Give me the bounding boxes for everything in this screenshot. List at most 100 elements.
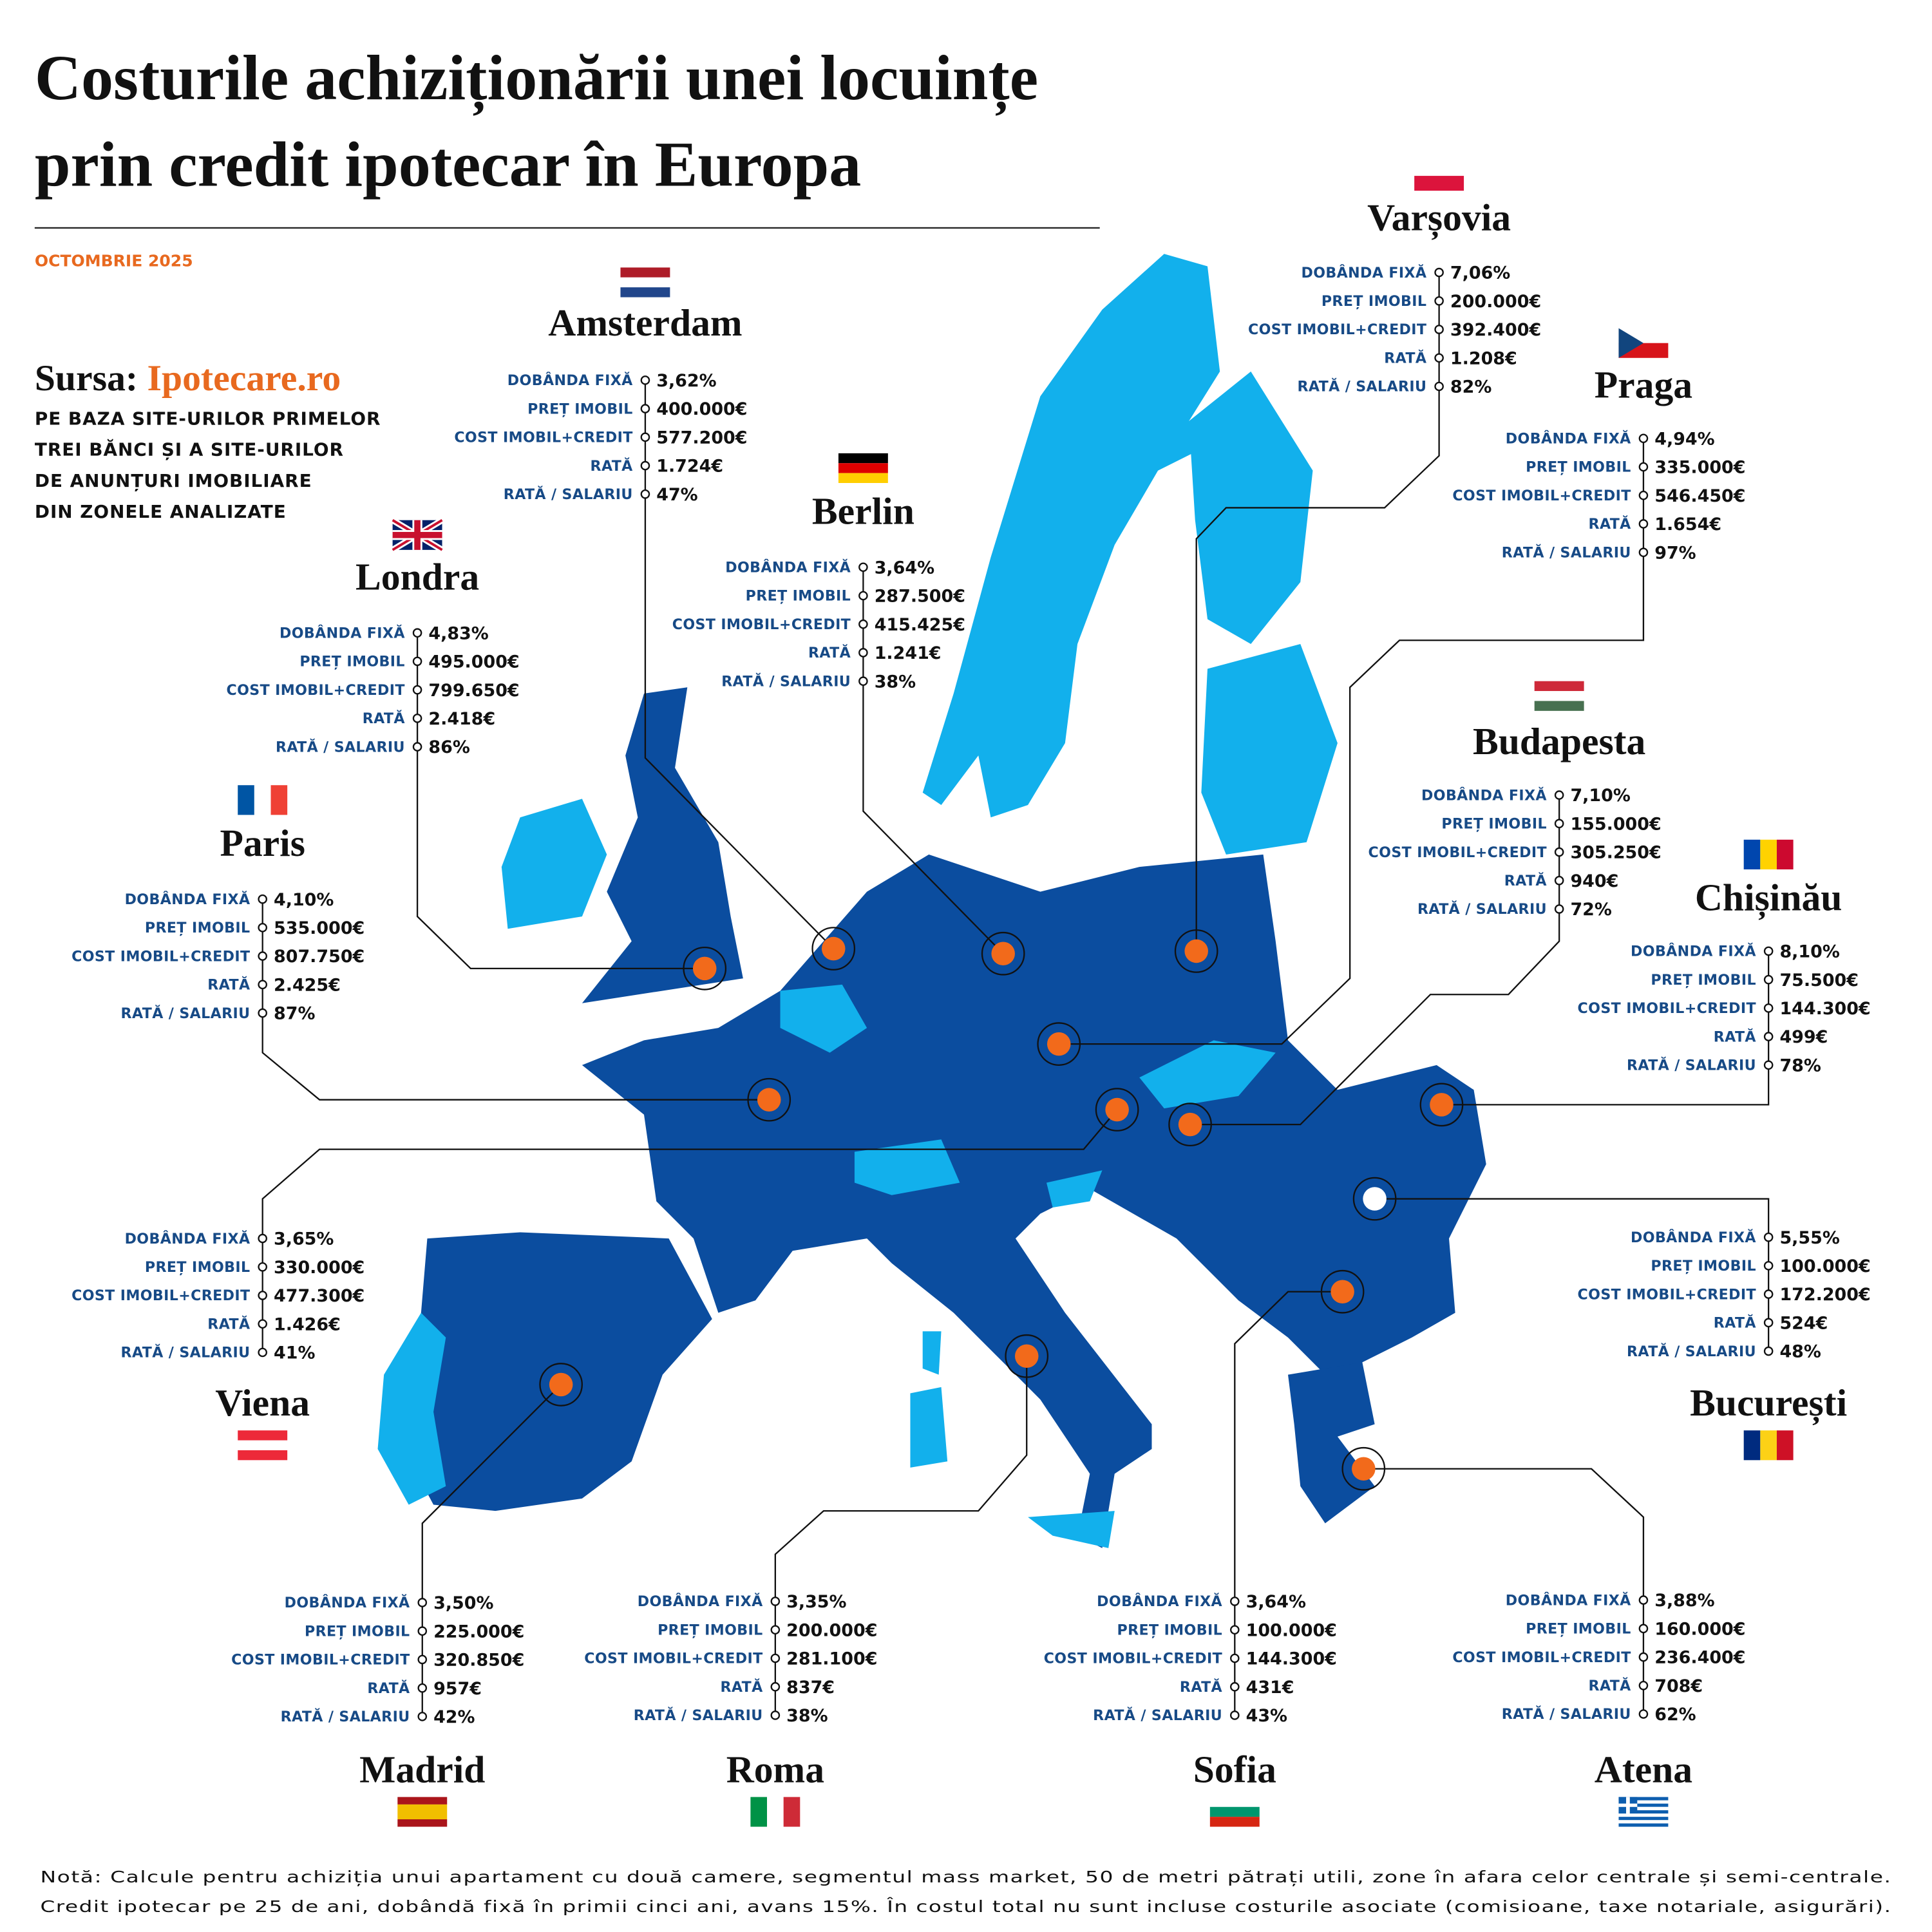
flag-stripe	[1776, 839, 1794, 869]
stat-dot	[258, 1262, 268, 1272]
leader-line	[421, 1384, 562, 1603]
stat-label: PREȚ IMOBIL	[1651, 972, 1756, 989]
leader-line	[416, 748, 705, 969]
city-marker	[1105, 1097, 1129, 1122]
city-marker	[821, 936, 846, 961]
stat-value: 144.300€	[1779, 999, 1870, 1019]
city-block: DOBÂNDA FIXĂ 3,35% PREȚ IMOBIL 200.000€ COST…	[584, 1334, 1049, 1827]
stat-label: RATĂ / SALARIU	[634, 1706, 763, 1724]
stat-dot	[1763, 946, 1774, 956]
flag-stripe	[1618, 1803, 1669, 1807]
stat-value: 957€	[433, 1679, 482, 1699]
stat-dot	[1763, 1003, 1774, 1013]
stat-label: DOBÂNDA FIXĂ	[125, 890, 251, 908]
stat-dot	[1554, 847, 1564, 857]
flag-stripe	[1414, 176, 1464, 191]
flag-stripe	[1743, 1430, 1761, 1461]
stat-label: COST IMOBIL+CREDIT	[226, 682, 404, 699]
sicily	[1028, 1511, 1115, 1548]
flag-stripe	[1760, 839, 1777, 869]
stat-dot	[640, 432, 650, 442]
stat-dot	[1554, 790, 1564, 800]
stat-value: 236.400€	[1654, 1648, 1745, 1668]
marker-ring	[747, 1077, 791, 1122]
stat-value: 7,10%	[1570, 786, 1630, 806]
stat-dot	[1229, 1653, 1240, 1663]
stat-dot	[258, 923, 268, 933]
city-name: Chișinău	[1695, 876, 1842, 920]
source-note-line: TREI BĂNCI ȘI A SITE-URILOR	[35, 439, 344, 460]
flag-stripe	[838, 473, 888, 483]
stat-value: 38%	[786, 1706, 828, 1726]
stat-dot	[258, 1233, 268, 1244]
stat-value: 97%	[1654, 543, 1696, 563]
flag-stripe	[238, 785, 254, 815]
stat-dot	[770, 1596, 781, 1606]
flag-stripe	[750, 1797, 768, 1827]
stat-value: 8,10%	[1779, 942, 1839, 962]
stat-dot	[1638, 1709, 1649, 1719]
marker-ring	[1095, 1088, 1139, 1132]
stat-value: 3,62%	[656, 371, 716, 391]
flag-stripe	[783, 1797, 800, 1827]
stat-value: 330.000€	[274, 1258, 365, 1278]
stat-value: 535.000€	[274, 918, 365, 938]
stat-value: 477.300€	[274, 1286, 365, 1306]
iberia	[384, 1232, 712, 1511]
stat-dot	[258, 1008, 268, 1018]
stat-dot	[1638, 490, 1649, 500]
city-name: Roma	[726, 1748, 824, 1790]
stat-label: PREȚ IMOBIL	[299, 654, 405, 670]
flag	[1618, 328, 1669, 358]
marker-ring	[539, 1363, 583, 1406]
city-marker	[1352, 1457, 1376, 1481]
stat-value: 799.650€	[428, 681, 519, 701]
stat-label: COST IMOBIL+CREDIT	[1452, 488, 1631, 504]
stat-dot	[1434, 353, 1444, 363]
europe-map	[377, 254, 1486, 1548]
city-marker	[1184, 939, 1208, 963]
city-name: București	[1690, 1381, 1847, 1426]
stat-dot	[640, 375, 650, 385]
stat-value: 3,65%	[274, 1229, 334, 1249]
marker-ring	[1419, 1083, 1464, 1127]
stat-dot	[1638, 547, 1649, 557]
city-block: DOBÂNDA FIXĂ 4,83% PREȚ IMOBIL 495.000€ COST…	[226, 517, 727, 990]
leader-line	[862, 681, 1004, 954]
stat-label: DOBÂNDA FIXĂ	[1631, 1228, 1756, 1246]
stat-dot	[1763, 1261, 1774, 1271]
stat-label: COST IMOBIL+CREDIT	[1452, 1649, 1631, 1666]
stat-value: 1.426€	[274, 1314, 341, 1334]
stat-label: RATĂ	[1589, 515, 1631, 533]
stat-value: 3,64%	[875, 558, 934, 578]
stat-value: 495.000€	[428, 652, 519, 672]
stat-dot	[258, 1347, 268, 1358]
flag-triangle	[1618, 328, 1643, 358]
stat-dot	[1554, 819, 1564, 829]
flag-stripe	[254, 785, 271, 815]
city-name: Paris	[220, 822, 305, 864]
stat-value: 546.450€	[1654, 486, 1745, 506]
stat-value: 2.418€	[428, 709, 495, 729]
stat-label: RATĂ / SALARIU	[1093, 1706, 1222, 1724]
city-block: DOBÂNDA FIXĂ 7,06% PREȚ IMOBIL 200.000€ COST…	[1174, 161, 1541, 973]
source-label-text: Sursa:	[35, 358, 138, 399]
leader-line	[1059, 552, 1645, 1045]
stat-label: RATĂ	[1384, 348, 1426, 366]
stat-dot	[640, 460, 650, 471]
marker-ring	[1168, 1103, 1212, 1146]
stat-label: RATĂ / SALARIU	[1502, 1705, 1631, 1723]
marker-ring	[981, 931, 1025, 976]
stat-label: PREȚ IMOBIL	[527, 401, 633, 417]
stat-value: 807.750€	[274, 947, 365, 967]
source-name: Ipotecare.ro	[147, 358, 341, 399]
stat-value: 200.000€	[786, 1620, 877, 1640]
flag	[1414, 161, 1464, 191]
stat-label: COST IMOBIL+CREDIT	[71, 1287, 250, 1304]
marker-ring	[1005, 1334, 1049, 1378]
stat-dot	[858, 591, 868, 601]
slovenia	[1046, 1170, 1103, 1208]
flag-stripe	[1618, 1797, 1669, 1801]
stat-label: PREȚ IMOBIL	[1526, 459, 1631, 476]
